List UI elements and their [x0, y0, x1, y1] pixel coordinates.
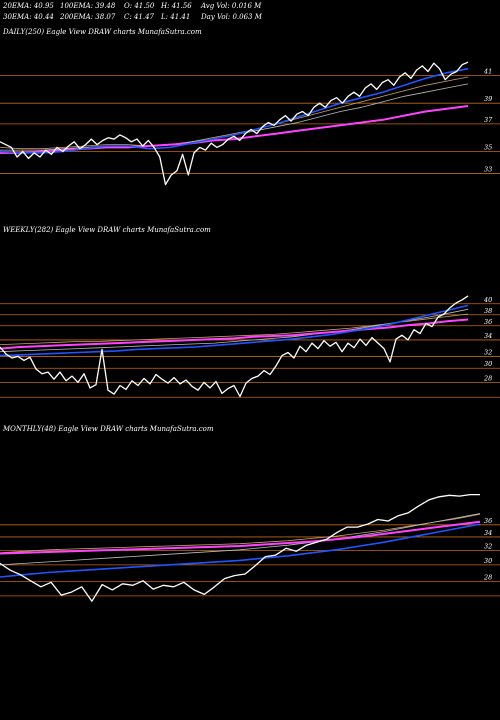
daily-tick-label: 33	[484, 166, 492, 174]
weekly-tick-label: 30	[484, 360, 492, 368]
daily-price-line	[0, 61, 469, 186]
monthly-price-line	[0, 493, 480, 602]
hdr-100ema: 100EMA: 39.48	[60, 2, 116, 10]
monthly-panel-title: MONTHLY(48) Eagle View DRAW charts Munaf…	[3, 425, 214, 433]
hdr-low: L: 41.41	[161, 13, 191, 21]
weekly-panel-title: WEEKLY(282) Eagle View DRAW charts Munaf…	[3, 226, 211, 234]
weekly-tick-label: 38	[484, 307, 492, 315]
weekly-tick-label: 36	[484, 318, 492, 326]
monthly-tick-label: 36	[484, 517, 492, 525]
hdr-open: O: 41.50	[124, 2, 155, 10]
hdr-avg-vol: Avg Vol: 0.016 M	[201, 2, 262, 10]
hdr-close: C: 41.47	[124, 13, 154, 21]
weekly-tick-label: 40	[483, 296, 492, 304]
weekly-tick-label: 28	[483, 374, 492, 382]
monthly-tick-label: 32	[484, 543, 492, 551]
monthly-ema-blue-line	[0, 523, 481, 578]
daily-tick-label: 39	[484, 95, 492, 103]
monthly-ema-gray-line	[0, 513, 481, 566]
monthly-ema-magenta-line	[0, 520, 481, 555]
monthly-tick-label: 30	[484, 557, 492, 565]
daily-tick-label: 37	[484, 116, 493, 124]
monthly-ema-tan-line	[0, 513, 481, 554]
daily-panel-title: DAILY(250) Eagle View DRAW charts Munafa…	[3, 28, 202, 36]
hdr-30ema: 30EMA: 40.44	[3, 13, 54, 21]
daily-ema-magenta-line	[0, 105, 469, 154]
weekly-price-line	[0, 295, 469, 398]
weekly-tick-label: 34	[484, 332, 492, 340]
monthly-tick-label: 34	[484, 529, 492, 537]
daily-tick-label: 41	[483, 68, 492, 76]
monthly-tick-label: 28	[483, 574, 492, 582]
weekly-ema-blue-line	[0, 304, 469, 357]
weekly-ema-magenta-line	[0, 318, 469, 350]
hdr-high: H: 41.56	[161, 2, 192, 10]
weekly-tick-label: 32	[484, 348, 492, 356]
daily-tick-label: 35	[484, 144, 492, 152]
hdr-day-vol: Day Vol: 0.063 M	[201, 13, 262, 21]
hdr-200ema: 200EMA: 38.07	[60, 13, 116, 21]
hdr-20ema: 20EMA: 40.95	[3, 2, 54, 10]
daily-ema-blue-line	[0, 67, 469, 154]
